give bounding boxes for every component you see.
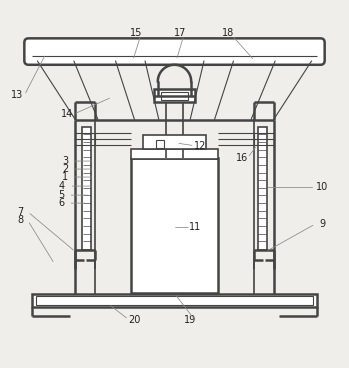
Bar xyxy=(131,149,218,159)
Bar xyxy=(36,296,313,305)
Text: 9: 9 xyxy=(319,219,325,229)
Bar xyxy=(156,139,164,148)
Text: 3: 3 xyxy=(62,156,68,166)
Text: 15: 15 xyxy=(130,28,142,38)
Text: 18: 18 xyxy=(222,28,235,38)
Text: 16: 16 xyxy=(236,153,248,163)
Text: 10: 10 xyxy=(316,183,328,192)
Text: 8: 8 xyxy=(17,216,24,226)
Text: 6: 6 xyxy=(59,198,65,208)
Text: 7: 7 xyxy=(17,207,24,217)
FancyBboxPatch shape xyxy=(24,38,325,65)
Bar xyxy=(131,158,218,294)
Text: 20: 20 xyxy=(128,315,141,325)
Bar xyxy=(32,294,317,307)
Text: 4: 4 xyxy=(59,181,65,191)
Bar xyxy=(154,89,195,102)
Text: 13: 13 xyxy=(11,91,23,100)
Text: 5: 5 xyxy=(58,190,65,200)
Text: 2: 2 xyxy=(62,164,68,174)
Text: 11: 11 xyxy=(189,222,201,233)
Text: 19: 19 xyxy=(184,315,196,325)
Bar xyxy=(161,92,188,99)
Text: 1: 1 xyxy=(62,172,68,182)
Bar xyxy=(82,127,91,250)
Text: 17: 17 xyxy=(173,28,186,38)
Bar xyxy=(258,127,267,250)
Text: 14: 14 xyxy=(61,109,73,120)
Bar xyxy=(143,135,206,149)
Text: 12: 12 xyxy=(194,141,207,151)
